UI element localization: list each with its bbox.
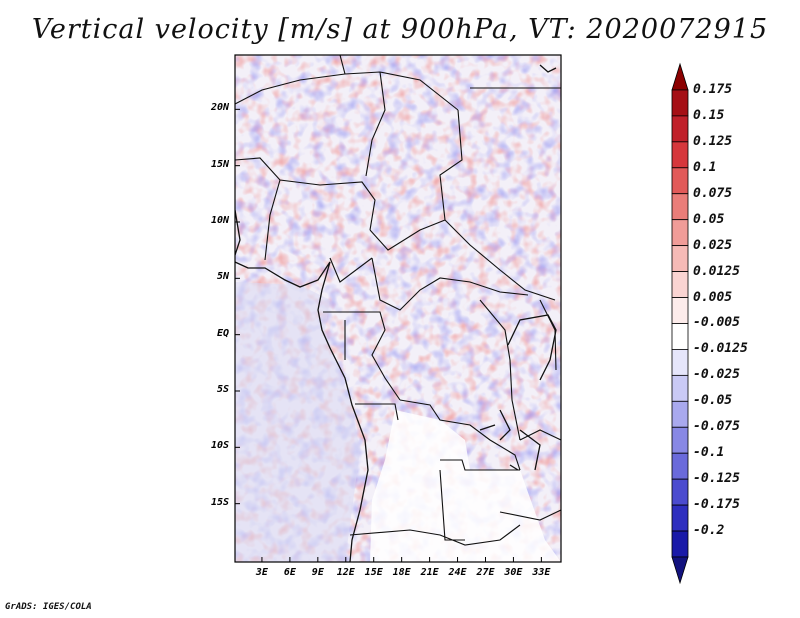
- colorbar-level-label: -0.05: [693, 393, 733, 409]
- colorbar-level-label: -0.005: [693, 315, 740, 331]
- lon-label: 3E: [255, 567, 268, 578]
- colorbar-level-label: 0.15: [693, 107, 725, 123]
- lat-label: 10S: [210, 440, 229, 452]
- colorbar-swatch: [671, 323, 689, 350]
- lon-label: 33E: [532, 567, 551, 578]
- colorbar-level-label: 0.05: [693, 211, 725, 227]
- lat-label: 10N: [210, 215, 229, 226]
- colorbar-swatch: [671, 141, 689, 169]
- colorbar-swatch: [671, 271, 689, 298]
- colorbar-swatch: [671, 530, 689, 558]
- colorbar-swatch: [671, 193, 689, 221]
- map-title: Vertical velocity [m/s] at 900hPa, VT: 2…: [31, 14, 769, 45]
- lon-label: 21E: [420, 567, 439, 578]
- country-borders: [235, 55, 561, 546]
- lon-label: 9E: [311, 567, 324, 578]
- colorbar-bottom-arrow: [671, 556, 689, 585]
- colorbar: [671, 62, 689, 585]
- colorbar-level-label: -0.1: [693, 445, 725, 461]
- lat-label: 20N: [210, 102, 229, 114]
- lon-label: 12E: [336, 567, 355, 578]
- lat-label: 5S: [216, 384, 229, 395]
- lon-label: 6E: [283, 567, 296, 578]
- colorbar-level-label: -0.2: [693, 523, 725, 539]
- colorbar-level-label: -0.0125: [693, 341, 748, 357]
- colorbar-swatch: [671, 167, 689, 195]
- colorbar-swatch: [671, 219, 689, 247]
- lat-label: EQ: [216, 327, 229, 339]
- lon-label: 18E: [392, 567, 411, 578]
- colorbar-top-arrow: [671, 62, 689, 91]
- colorbar-swatch: [671, 115, 689, 143]
- colorbar-swatch: [671, 426, 689, 454]
- colorbar-level-label: -0.175: [693, 497, 740, 513]
- lat-label: 15S: [210, 496, 229, 508]
- lon-label: 27E: [476, 567, 495, 578]
- colorbar-swatch: [671, 89, 689, 117]
- lon-label: 30E: [504, 567, 523, 578]
- colorbar-level-label: 0.0125: [693, 263, 740, 279]
- colorbar-level-label: 0.075: [693, 185, 733, 201]
- lon-label: 24E: [448, 567, 467, 578]
- colorbar-swatch: [671, 504, 689, 532]
- colorbar-swatch: [671, 349, 689, 376]
- colorbar-swatch: [671, 400, 689, 428]
- colorbar-level-label: 0.175: [693, 81, 733, 97]
- colorbar-level-label: 0.005: [693, 289, 733, 305]
- colorbar-swatch: [671, 452, 689, 480]
- colorbar-level-label: -0.025: [693, 367, 740, 383]
- colorbar-level-label: 0.1: [693, 159, 717, 175]
- lat-label: 5N: [216, 271, 229, 283]
- lon-label: 15E: [364, 567, 383, 578]
- lat-label: 15N: [210, 158, 229, 170]
- grads-credit: GrADS: IGES/COLA: [5, 602, 92, 612]
- colorbar-level-label: -0.075: [693, 419, 740, 435]
- colorbar-swatch: [671, 478, 689, 506]
- colorbar-swatch: [671, 297, 689, 324]
- colorbar-swatch: [671, 245, 689, 272]
- colorbar-level-label: -0.125: [693, 471, 740, 487]
- axis-ticks: [235, 108, 542, 562]
- coastline: [235, 64, 557, 562]
- map-frame: [234, 54, 562, 563]
- colorbar-level-label: 0.125: [693, 133, 733, 149]
- colorbar-swatch: [671, 374, 689, 402]
- colorbar-level-label: 0.025: [693, 237, 733, 253]
